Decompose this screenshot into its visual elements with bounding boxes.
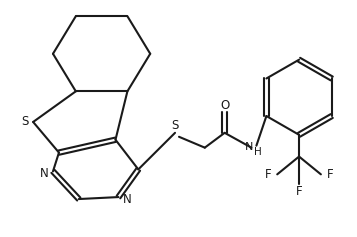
Text: S: S: [171, 119, 179, 132]
Text: H: H: [255, 147, 262, 157]
Text: N: N: [40, 167, 49, 180]
Text: F: F: [327, 168, 333, 181]
Text: F: F: [265, 168, 271, 181]
Text: N: N: [122, 192, 131, 205]
Text: O: O: [220, 99, 229, 112]
Text: N: N: [245, 142, 253, 152]
Text: S: S: [21, 115, 28, 128]
Text: F: F: [296, 185, 302, 198]
